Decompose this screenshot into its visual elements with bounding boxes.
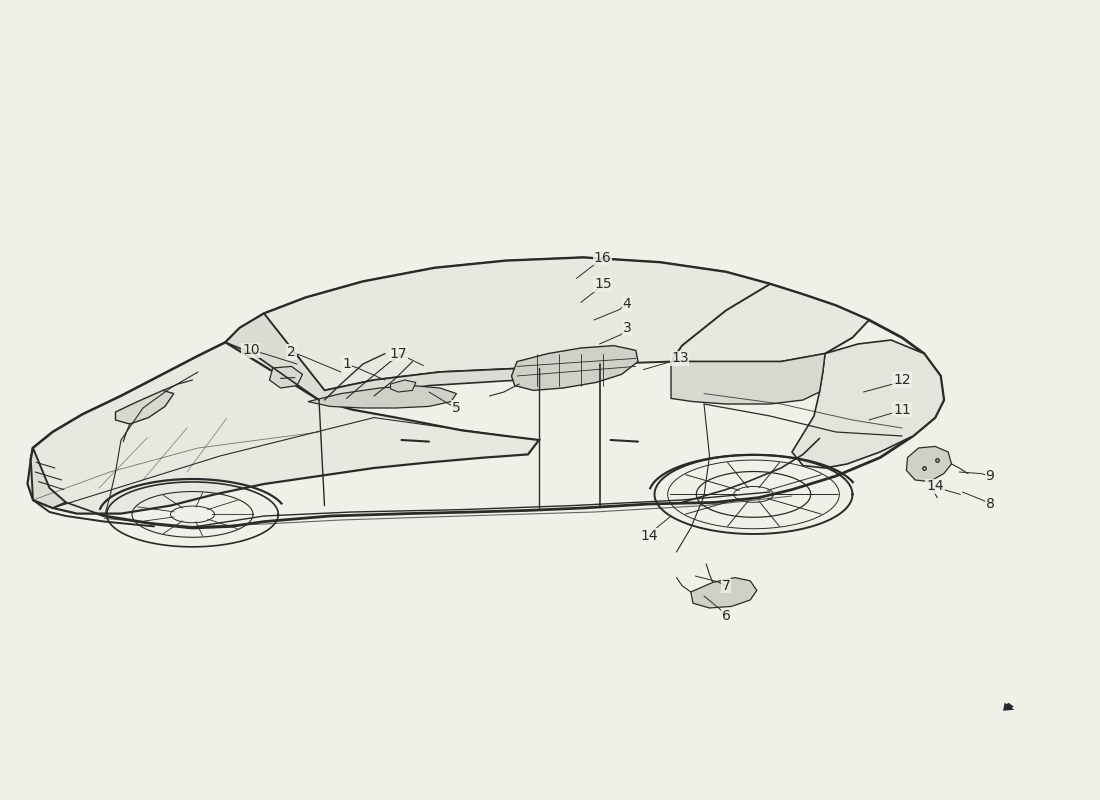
Text: 1: 1 — [342, 357, 351, 371]
Text: 16: 16 — [594, 250, 612, 265]
Text: 9: 9 — [986, 469, 994, 483]
Text: 12: 12 — [893, 373, 911, 387]
Text: 11: 11 — [893, 402, 911, 417]
Text: 2: 2 — [287, 345, 296, 359]
Polygon shape — [390, 380, 416, 392]
Polygon shape — [906, 446, 952, 482]
Text: 17: 17 — [389, 346, 407, 361]
Polygon shape — [691, 578, 757, 608]
Text: 7: 7 — [722, 578, 730, 593]
Text: 10: 10 — [242, 343, 260, 358]
Text: 14: 14 — [926, 479, 944, 494]
Polygon shape — [28, 342, 539, 514]
Polygon shape — [512, 346, 638, 390]
Text: 14: 14 — [640, 529, 658, 543]
Text: 3: 3 — [623, 321, 631, 335]
Text: 13: 13 — [671, 351, 689, 366]
Text: 5: 5 — [452, 401, 461, 415]
Polygon shape — [1005, 705, 1011, 709]
Polygon shape — [31, 448, 66, 508]
Polygon shape — [116, 390, 174, 424]
Polygon shape — [792, 340, 944, 468]
Text: 4: 4 — [623, 297, 631, 311]
Polygon shape — [671, 354, 825, 404]
Text: 6: 6 — [722, 609, 730, 623]
Polygon shape — [226, 314, 600, 400]
Polygon shape — [270, 366, 302, 388]
Polygon shape — [31, 258, 944, 528]
Text: 15: 15 — [594, 277, 612, 291]
Text: 8: 8 — [986, 497, 994, 511]
Polygon shape — [264, 258, 869, 390]
Polygon shape — [308, 386, 456, 408]
